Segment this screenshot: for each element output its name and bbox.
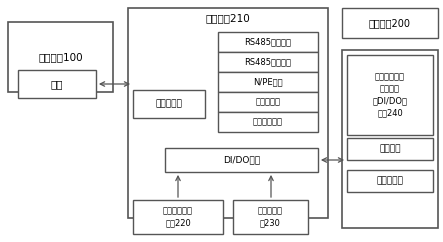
Bar bbox=[342, 8, 438, 38]
Bar bbox=[347, 138, 433, 160]
Bar bbox=[133, 200, 223, 234]
Text: RS485出线接口: RS485出线接口 bbox=[245, 58, 291, 67]
Text: DI/DO接口: DI/DO接口 bbox=[223, 156, 260, 165]
Text: 电压电流取样
模块220: 电压电流取样 模块220 bbox=[163, 207, 193, 227]
Text: 接口: 接口 bbox=[51, 79, 63, 89]
Bar bbox=[133, 90, 205, 118]
Text: 显示屏接口: 显示屏接口 bbox=[155, 99, 183, 108]
Text: 温度取样模
块230: 温度取样模 块230 bbox=[258, 207, 283, 227]
Text: 继电器接口: 继电器接口 bbox=[377, 176, 404, 186]
Bar bbox=[218, 32, 318, 52]
Bar bbox=[347, 170, 433, 192]
Bar bbox=[218, 72, 318, 92]
Text: 漏电流接口: 漏电流接口 bbox=[256, 98, 280, 106]
Text: 数字信号输入
输出模块
（DI/DO模
块）240: 数字信号输入 输出模块 （DI/DO模 块）240 bbox=[373, 73, 408, 117]
Bar bbox=[18, 70, 96, 98]
Bar bbox=[347, 55, 433, 135]
Bar bbox=[233, 200, 308, 234]
Text: 通信接口: 通信接口 bbox=[379, 144, 401, 153]
Text: N/PE端子: N/PE端子 bbox=[253, 77, 283, 86]
Bar bbox=[128, 8, 328, 218]
Text: 显示单元100: 显示单元100 bbox=[38, 52, 83, 62]
Bar bbox=[342, 50, 438, 228]
Bar bbox=[165, 148, 318, 172]
Text: 出线温度接口: 出线温度接口 bbox=[253, 118, 283, 127]
Bar bbox=[218, 112, 318, 132]
Bar bbox=[8, 22, 113, 92]
Text: 基表模块210: 基表模块210 bbox=[206, 13, 250, 23]
Bar bbox=[218, 92, 318, 112]
Text: RS485进线接口: RS485进线接口 bbox=[245, 38, 291, 46]
Text: 测量组件200: 测量组件200 bbox=[369, 18, 411, 28]
Bar bbox=[218, 52, 318, 72]
